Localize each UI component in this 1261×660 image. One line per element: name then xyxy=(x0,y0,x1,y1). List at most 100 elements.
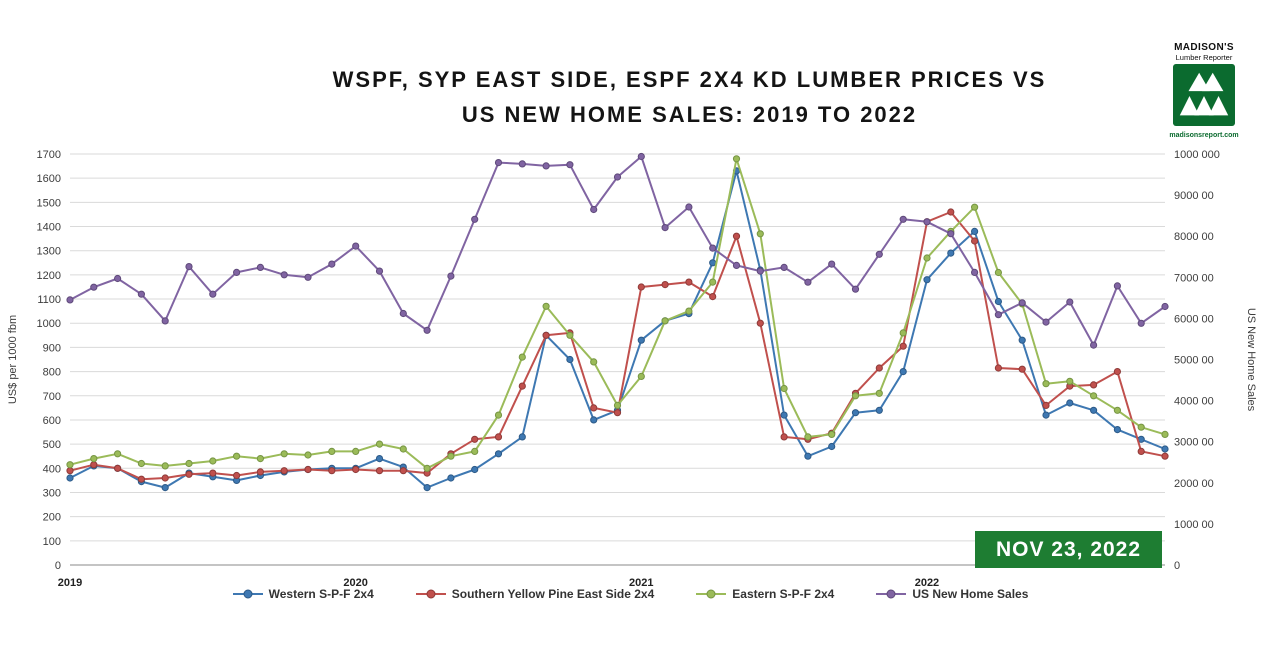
svg-text:2020: 2020 xyxy=(343,577,367,589)
data-point xyxy=(209,457,217,465)
svg-text:7000 00: 7000 00 xyxy=(1174,272,1214,284)
data-point xyxy=(352,242,360,250)
data-point xyxy=(828,260,836,268)
data-point xyxy=(780,384,788,393)
data-point xyxy=(161,484,169,492)
data-point xyxy=(994,268,1003,277)
data-point xyxy=(518,160,526,168)
data-point xyxy=(732,232,741,240)
right-axis-tick-labels: 0 1000 00 2000 00 3000 00 4000 00 5000 00 6000… xyxy=(1174,149,1220,572)
data-point xyxy=(875,406,883,414)
data-point xyxy=(590,404,598,412)
series-us-new-home-sales xyxy=(66,152,1169,349)
data-point xyxy=(114,274,122,283)
legend-item-southern-yellow-pine-east-side-2x4: Southern Yellow Pine East Side 2x4 xyxy=(415,587,655,601)
svg-text:2000 00: 2000 00 xyxy=(1174,478,1214,490)
data-point xyxy=(399,309,407,318)
madisons-logo-icon xyxy=(1173,64,1235,126)
data-point xyxy=(709,259,717,267)
svg-text:3000 00: 3000 00 xyxy=(1174,437,1214,449)
legend-label-southern-yellow-pine-east-side-2x4: Southern Yellow Pine East Side 2x4 xyxy=(451,587,655,601)
svg-text:600: 600 xyxy=(43,415,61,427)
svg-text:2021: 2021 xyxy=(629,577,653,589)
svg-text:200: 200 xyxy=(43,512,61,524)
data-point xyxy=(566,355,574,364)
svg-text:300: 300 xyxy=(43,487,61,499)
data-point xyxy=(851,392,860,400)
data-point xyxy=(161,317,169,325)
data-point xyxy=(828,442,836,451)
data-point xyxy=(613,173,622,181)
data-point xyxy=(233,452,241,460)
legend-label-eastern-spf-2x4: Eastern S-P-F 2x4 xyxy=(732,587,835,601)
data-point xyxy=(1090,381,1098,389)
data-point xyxy=(233,471,241,480)
data-point xyxy=(518,382,526,390)
data-point xyxy=(1090,341,1098,349)
data-point xyxy=(447,474,455,482)
data-point xyxy=(661,317,669,325)
data-point xyxy=(328,467,336,475)
data-point xyxy=(114,450,122,458)
data-point xyxy=(899,368,907,376)
data-point xyxy=(971,268,979,276)
data-point xyxy=(828,430,836,438)
madisons-logo: MADISON'S Lumber Reporter madisonsreport… xyxy=(1159,42,1249,139)
svg-text:800: 800 xyxy=(43,367,61,379)
chart-legend: Western S-P-F 2x4 Southern Yellow Pine E… xyxy=(0,587,1261,601)
data-point xyxy=(114,464,122,472)
data-point xyxy=(209,469,217,477)
series-southern-yellow-pine-east-side-2x4 xyxy=(66,208,1169,483)
svg-text:0: 0 xyxy=(1174,560,1180,572)
svg-text:9000 00: 9000 00 xyxy=(1174,190,1214,202)
data-point xyxy=(256,468,264,476)
left-axis-title: US$ per 1000 fbm xyxy=(7,315,19,404)
data-point xyxy=(1018,365,1026,373)
data-point xyxy=(66,474,74,482)
legend-label-us-new-home-sales: US New Home Sales xyxy=(912,587,1029,601)
data-point xyxy=(875,250,883,258)
legend-marker-western-spf-2x4 xyxy=(232,589,263,599)
legend-item-us-new-home-sales: US New Home Sales xyxy=(876,587,1028,601)
right-axis-title: US New Home Sales xyxy=(1245,308,1257,412)
chart-title-line1: WSPF, SYP EAST SIDE, ESPF 2X4 KD LUMBER … xyxy=(332,67,1047,92)
data-point xyxy=(804,433,812,441)
svg-text:5000 00: 5000 00 xyxy=(1174,355,1214,367)
data-point xyxy=(1137,423,1145,431)
data-point xyxy=(280,467,288,475)
svg-text:1400: 1400 xyxy=(37,222,61,234)
data-point xyxy=(923,276,931,284)
svg-text:1200: 1200 xyxy=(37,270,61,282)
data-point xyxy=(923,218,931,226)
legend-label-western-spf-2x4: Western S-P-F 2x4 xyxy=(268,587,374,601)
data-point xyxy=(375,455,384,463)
data-point xyxy=(899,215,907,223)
data-point xyxy=(542,162,550,170)
data-point xyxy=(90,283,98,291)
data-point xyxy=(1161,302,1169,311)
data-point xyxy=(1090,392,1098,400)
data-point xyxy=(780,263,788,272)
data-point xyxy=(423,464,431,472)
svg-text:6000 00: 6000 00 xyxy=(1174,313,1214,325)
legend-marker-us-new-home-sales xyxy=(876,589,907,599)
gridlines xyxy=(70,153,1165,566)
data-point xyxy=(661,224,669,232)
data-point xyxy=(899,329,907,337)
data-point xyxy=(851,409,860,417)
data-point xyxy=(542,331,550,339)
data-point xyxy=(1137,447,1145,455)
legend-marker-eastern-spf-2x4 xyxy=(696,589,727,599)
data-point xyxy=(137,459,145,468)
data-point xyxy=(613,401,622,409)
svg-text:900: 900 xyxy=(43,342,61,354)
data-point xyxy=(566,331,574,339)
data-point xyxy=(590,205,598,214)
data-point xyxy=(1042,380,1050,388)
data-point xyxy=(947,208,955,216)
data-point xyxy=(352,447,360,455)
data-point xyxy=(471,465,479,474)
data-point xyxy=(66,296,74,304)
data-point xyxy=(1113,368,1122,376)
data-point xyxy=(209,290,217,298)
